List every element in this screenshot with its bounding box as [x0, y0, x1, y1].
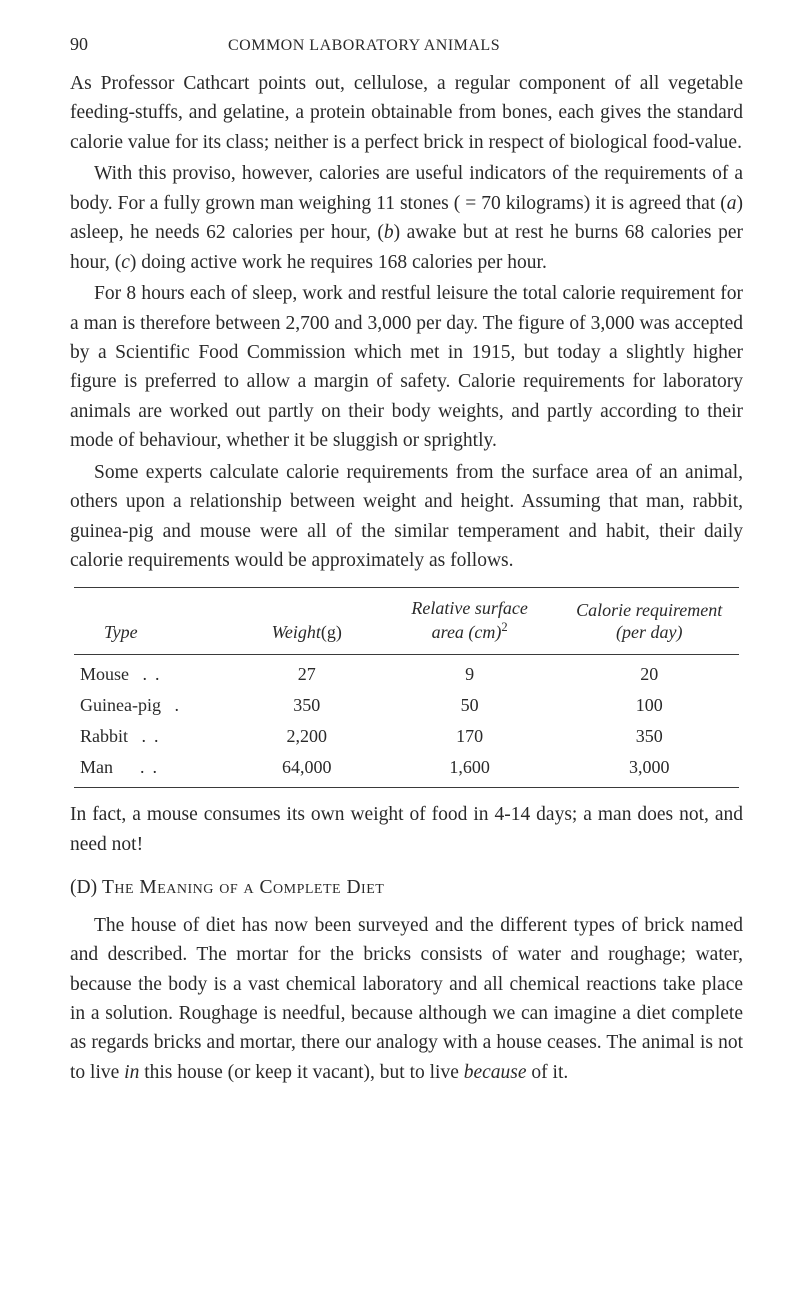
paragraph-5: In fact, a mouse consumes its own weight…: [70, 800, 743, 859]
cell-type: Rabbit ..: [74, 721, 234, 752]
col-header-area: Relative surfacearea (cm)2: [380, 592, 560, 649]
page: 90 COMMON LABORATORY ANIMALS As Professo…: [0, 0, 801, 1304]
paragraph-1: As Professor Cathcart points out, cellul…: [70, 69, 743, 157]
section-prefix: (D): [70, 877, 102, 898]
cell-area: 1,600: [380, 752, 560, 783]
paragraph-4: Some experts calculate calorie requireme…: [70, 458, 743, 576]
calorie-table: Type Weight(g) Relative surfacearea (cm)…: [74, 587, 739, 788]
cell-type: Man ..: [74, 752, 234, 783]
paragraph-2: With this proviso, however, calories are…: [70, 159, 743, 277]
cell-weight: 350: [234, 690, 380, 721]
cell-weight: 2,200: [234, 721, 380, 752]
table-row: Guinea-pig . 350 50 100: [74, 690, 739, 721]
paragraph-6: The house of diet has now been surveyed …: [70, 911, 743, 1088]
cell-area: 170: [380, 721, 560, 752]
running-head-title: COMMON LABORATORY ANIMALS: [228, 37, 500, 55]
table-row: Mouse .. 27 9 20: [74, 659, 739, 690]
section-title: The Meaning of a Complete Diet: [102, 877, 384, 898]
cell-cal: 350: [559, 721, 739, 752]
cell-cal: 20: [559, 659, 739, 690]
table-rule-top: [74, 587, 739, 588]
col-header-type: Type: [74, 592, 234, 649]
col-header-calorie: Calorie requirement(per day): [559, 592, 739, 649]
data-table-body: Mouse .. 27 9 20 Guinea-pig . 350 50 100…: [74, 659, 739, 784]
cell-cal: 3,000: [559, 752, 739, 783]
cell-type: Mouse ..: [74, 659, 234, 690]
cell-area: 50: [380, 690, 560, 721]
section-heading: (D) The Meaning of a Complete Diet: [70, 873, 743, 902]
running-header: 90 COMMON LABORATORY ANIMALS: [70, 34, 743, 55]
table-row: Rabbit .. 2,200 170 350: [74, 721, 739, 752]
data-table: Type Weight(g) Relative surfacearea (cm)…: [74, 592, 739, 649]
cell-type: Guinea-pig .: [74, 690, 234, 721]
cell-area: 9: [380, 659, 560, 690]
cell-cal: 100: [559, 690, 739, 721]
table-row: Man .. 64,000 1,600 3,000: [74, 752, 739, 783]
table-rule-bottom: [74, 787, 739, 788]
cell-weight: 64,000: [234, 752, 380, 783]
table-rule-mid: [74, 654, 739, 655]
col-header-weight: Weight(g): [234, 592, 380, 649]
table-header-row: Type Weight(g) Relative surfacearea (cm)…: [74, 592, 739, 649]
cell-weight: 27: [234, 659, 380, 690]
paragraph-3: For 8 hours each of sleep, work and rest…: [70, 279, 743, 456]
body-text: As Professor Cathcart points out, cellul…: [70, 69, 743, 1087]
page-number: 90: [70, 34, 88, 55]
